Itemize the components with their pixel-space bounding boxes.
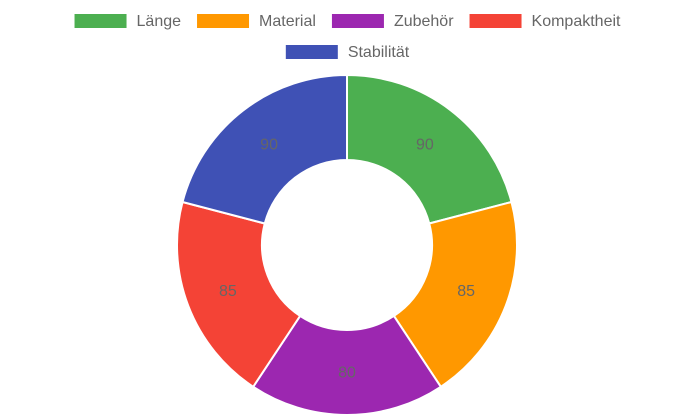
value-label: 85 xyxy=(219,283,237,300)
legend-label: Länge xyxy=(137,13,182,30)
legend-swatch xyxy=(74,14,127,28)
doughnut-slice xyxy=(251,314,443,416)
legend-label: Kompaktheit xyxy=(532,13,621,30)
value-label: 90 xyxy=(260,136,278,153)
legend-item: Länge xyxy=(74,13,182,30)
legend-item: Stabilität xyxy=(285,44,410,61)
legend-swatch xyxy=(197,14,250,28)
value-label: 80 xyxy=(338,365,356,382)
doughnut-slice xyxy=(176,200,302,389)
legend-item: Zubehör xyxy=(331,13,454,30)
doughnut-slice xyxy=(346,73,513,225)
legend-swatch xyxy=(331,14,384,28)
legend-item: Kompaktheit xyxy=(469,13,621,30)
legend-swatch xyxy=(469,14,522,28)
value-label: 90 xyxy=(416,136,434,153)
legend-swatch xyxy=(285,45,338,59)
legend-label: Zubehör xyxy=(394,13,454,30)
value-label: 85 xyxy=(457,283,475,300)
legend-label: Stabilität xyxy=(348,44,410,61)
legend-label: Material xyxy=(259,13,316,30)
doughnut-slice xyxy=(392,200,518,389)
legend-item: Material xyxy=(197,13,316,30)
doughnut-slice xyxy=(181,73,348,225)
